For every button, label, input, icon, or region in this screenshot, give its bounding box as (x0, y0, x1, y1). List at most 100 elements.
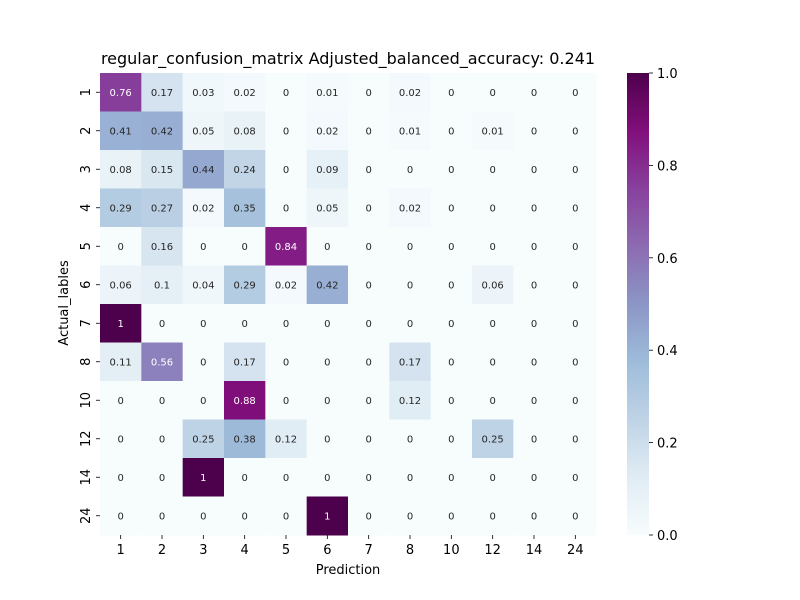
heatmap-cell (182, 496, 225, 536)
heatmap-cell (554, 73, 597, 112)
heatmap-cell (389, 73, 432, 112)
heatmap-cell (554, 381, 597, 420)
cell-value-label: 0 (407, 473, 413, 484)
cell-value-label: 0 (283, 203, 289, 214)
heatmap-cell (430, 304, 473, 343)
cell-value-label: 0 (200, 319, 206, 330)
colorbar-tick-label: 0.6 (657, 252, 678, 267)
cell-value-label: 0 (572, 319, 578, 330)
cell-value-label: 0 (531, 473, 537, 484)
cell-value-label: 0 (531, 126, 537, 137)
cell-value-label: 0 (283, 126, 289, 137)
heatmap-cell (554, 458, 597, 497)
heatmap-cell (224, 265, 266, 305)
cell-value-label: 0.08 (234, 126, 256, 137)
colorbar-tick-label: 0.0 (657, 529, 678, 544)
x-tick-label: 5 (282, 543, 290, 558)
cell-value-label: 0 (365, 357, 371, 368)
cell-value-label: 0 (448, 434, 454, 445)
heatmap-cell (100, 73, 142, 112)
x-tick-label: 2 (158, 543, 166, 558)
x-tick-label: 24 (567, 543, 584, 558)
cell-value-label: 0 (407, 511, 413, 522)
heatmap-cell (389, 458, 432, 497)
cell-value-label: 0.02 (399, 203, 421, 214)
cell-value-label: 0.17 (399, 357, 421, 368)
cell-value-label: 0.06 (482, 280, 504, 291)
cell-value-label: 0 (489, 357, 495, 368)
cell-value-label: 0.06 (110, 280, 132, 291)
heatmap-cell (224, 73, 266, 112)
cell-value-label: 0 (283, 511, 289, 522)
heatmap-cell (100, 111, 142, 151)
cell-value-label: 0 (572, 511, 578, 522)
heatmap-cell (389, 342, 432, 382)
heatmap-cell (348, 150, 390, 189)
heatmap-cell (430, 265, 473, 305)
cell-value-label: 0.84 (275, 242, 297, 253)
heatmap-cell (182, 458, 225, 497)
heatmap-cell (306, 381, 349, 420)
colorbar-tick-label: 0.2 (657, 437, 678, 452)
cell-value-label: 0 (572, 473, 578, 484)
cell-value-label: 0.11 (110, 357, 132, 368)
cell-value-label: 0 (283, 357, 289, 368)
heatmap-cell (554, 150, 597, 189)
cell-value-label: 0.42 (316, 280, 338, 291)
cell-value-label: 0 (531, 319, 537, 330)
cell-value-label: 0.25 (192, 434, 214, 445)
cell-value-label: 0 (572, 126, 578, 137)
heatmap-cell (389, 150, 432, 189)
heatmap-cell (430, 496, 473, 536)
heatmap-cell (513, 419, 556, 459)
heatmap-cell (265, 381, 308, 420)
heatmap-cell (306, 419, 349, 459)
cell-value-label: 0 (572, 203, 578, 214)
heatmap-cell (141, 342, 184, 382)
cell-value-label: 0.24 (234, 165, 256, 176)
heatmap-cell (389, 496, 432, 536)
cell-value-label: 0 (283, 88, 289, 99)
cell-value-label: 0 (531, 511, 537, 522)
heatmap-cell (141, 496, 184, 536)
x-tick-label: 1 (117, 543, 125, 558)
y-tick-label: 14 (79, 469, 94, 486)
heatmap-cell-labels: 0.76 0.17 0.03 0.02 0 0.01 0 0.02 0 0 0 0 0.41 0.42 0.… (110, 88, 579, 523)
heatmap-cell (182, 419, 225, 459)
cell-value-label: 0.02 (316, 126, 338, 137)
chart-title: regular_confusion_matrix Adjusted_balanc… (101, 49, 595, 69)
heatmap-cell (224, 381, 266, 420)
heatmap-cell (224, 458, 266, 497)
heatmap-cell (141, 304, 184, 343)
cell-value-label: 0 (241, 319, 247, 330)
heatmap-cell (389, 419, 432, 459)
cell-value-label: 0 (489, 88, 495, 99)
heatmap-cell (554, 188, 597, 228)
y-tick-label: 1 (79, 88, 94, 96)
heatmap-cell (265, 150, 308, 189)
heatmap-cell (224, 419, 266, 459)
cell-value-label: 0 (572, 88, 578, 99)
heatmap-cell (182, 73, 225, 112)
x-tick-label: 10 (443, 543, 460, 558)
heatmap-cell (306, 73, 349, 112)
heatmap-cell (100, 496, 142, 536)
cell-value-label: 0.17 (234, 357, 256, 368)
x-tick-label: 12 (484, 543, 501, 558)
heatmap-cell (513, 227, 556, 266)
heatmap-cell (472, 381, 514, 420)
cell-value-label: 0 (117, 473, 123, 484)
cell-value-label: 0.56 (151, 357, 173, 368)
heatmap-cell (348, 458, 390, 497)
cell-value-label: 0 (572, 434, 578, 445)
cell-value-label: 0 (283, 396, 289, 407)
cell-value-label: 0 (531, 434, 537, 445)
heatmap-cell (513, 111, 556, 151)
heatmap-cell (348, 419, 390, 459)
heatmap-cell (182, 342, 225, 382)
heatmap-cell (306, 111, 349, 151)
cell-value-label: 0.08 (110, 165, 132, 176)
y-tick-label: 12 (79, 430, 94, 447)
heatmap-cell (513, 150, 556, 189)
